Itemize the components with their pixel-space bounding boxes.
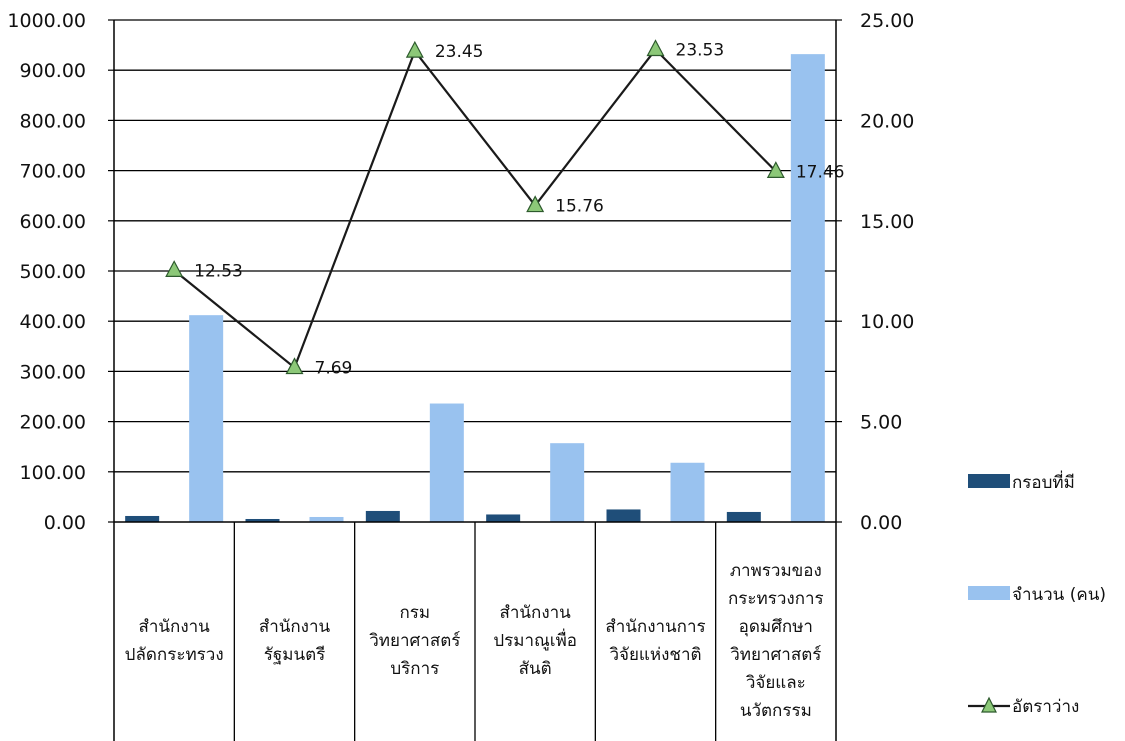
bar: [726, 511, 761, 522]
legend-swatch: [968, 586, 1010, 600]
category-label-line: อุดมศึกษา: [739, 617, 813, 637]
category-label: สำนักงานปลัดกระทรวง: [125, 617, 224, 665]
category-table: สำนักงานปลัดกระทรวงสำนักงานรัฐมนตรีกรมวิ…: [125, 522, 824, 741]
category-label-line: กรม: [400, 603, 431, 623]
data-label: 7.69: [315, 359, 353, 379]
left-tick-label: 200.00: [20, 412, 86, 434]
line-marker: [526, 195, 545, 213]
category-label-line: ปรมาณูเพื่อ: [493, 628, 577, 651]
left-tick-label: 600.00: [20, 211, 86, 233]
bar: [245, 518, 280, 522]
category-label-line: วิทยาศาสตร์: [730, 645, 822, 665]
left-tick-label: 0.00: [44, 512, 86, 534]
category-label: สำนักงานรัฐมนตรี: [259, 617, 331, 665]
data-label: 23.53: [676, 41, 725, 61]
category-label-line: สันติ: [519, 659, 552, 679]
line-marker: [405, 40, 424, 58]
category-label-line: วิจัยและ: [745, 673, 805, 693]
bar: [189, 315, 224, 522]
bar: [550, 443, 585, 522]
category-label: สำนักงานปรมาณูเพื่อสันติ: [493, 603, 577, 679]
legend-label: อัตราว่าง: [1012, 697, 1079, 717]
right-tick-label: 25.00: [860, 10, 914, 32]
legend-label: จำนวน (คน): [1012, 585, 1106, 605]
right-tick-label: 5.00: [860, 412, 902, 434]
gridlines: [114, 19, 836, 473]
category-label-line: ปลัดกระทรวง: [125, 645, 224, 665]
left-tick-label: 100.00: [20, 462, 86, 484]
category-label-line: นวัตกรรม: [740, 701, 812, 721]
left-tick-label: 500.00: [20, 261, 86, 283]
left-tick-label: 1000.00: [7, 10, 86, 32]
bar: [309, 516, 344, 522]
legend-swatch: [968, 474, 1010, 488]
category-label: ภาพรวมของกระทรวงการอุดมศึกษาวิทยาศาสตร์ว…: [728, 561, 824, 721]
left-tick-label: 700.00: [20, 161, 86, 183]
bar: [486, 514, 521, 522]
bar: [606, 509, 641, 522]
category-label-line: วิจัยแห่งชาติ: [609, 645, 702, 665]
category-label-line: สำนักงาน: [139, 617, 211, 637]
legend-marker: [981, 696, 997, 713]
category-label-line: สำนักงาน: [259, 617, 331, 637]
bars: [125, 54, 825, 523]
data-label: 15.76: [555, 197, 604, 217]
legend-label: กรอบที่มี: [1012, 470, 1075, 493]
right-tick-label: 0.00: [860, 512, 902, 534]
category-label-line: สำนักงาน: [500, 603, 572, 623]
line-marker: [766, 161, 785, 179]
line-path: [173, 47, 777, 370]
category-label-line: วิทยาศาสตร์: [369, 631, 461, 651]
legend: กรอบที่มีจำนวน (คน) อัตราว่าง: [968, 470, 1106, 717]
data-label: 12.53: [194, 261, 243, 281]
data-label: 23.45: [435, 42, 484, 62]
data-label: 17.46: [796, 162, 845, 182]
bar: [670, 462, 705, 522]
axes: 0.00 100.00 200.00 300.00 400.00 500.00 600.00…: [7, 10, 914, 741]
left-tick-label: 400.00: [20, 311, 86, 333]
left-tick-label: 300.00: [20, 361, 86, 383]
bar: [790, 54, 825, 523]
line-marker: [165, 260, 184, 277]
category-label: กรมวิทยาศาสตร์บริการ: [369, 603, 461, 679]
bar: [125, 515, 160, 522]
rate-line: 12.53 7.69 23.45 15.76 23.53 17.46: [165, 39, 845, 379]
left-tick-label: 900.00: [20, 60, 86, 82]
line-marker: [646, 39, 665, 57]
left-tick-label: 800.00: [20, 110, 86, 132]
category-label-line: สำนักงานการ: [605, 617, 705, 637]
category-label-line: บริการ: [390, 659, 439, 679]
category-label: สำนักงานการวิจัยแห่งชาติ: [605, 617, 705, 665]
right-tick-label: 20.00: [860, 110, 914, 132]
line-marker: [285, 357, 304, 375]
right-tick-label: 15.00: [860, 211, 914, 233]
right-tick-label: 10.00: [860, 311, 914, 333]
bar: [365, 510, 400, 522]
category-label-line: รัฐมนตรี: [264, 645, 326, 665]
category-label-line: กระทรวงการ: [728, 589, 824, 609]
bar: [429, 403, 464, 522]
category-label-line: ภาพรวมของ: [730, 561, 822, 581]
